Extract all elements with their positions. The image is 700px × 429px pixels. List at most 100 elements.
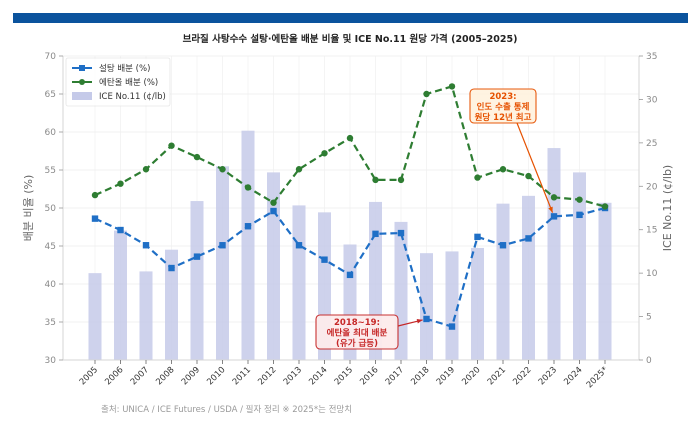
x-tick-label-2021: 2021: [486, 365, 508, 387]
sugar-point-2021: [499, 242, 507, 249]
ethanol-point-2020: [474, 174, 481, 181]
ethanol-point-2023: [550, 194, 558, 201]
left-tick-label: 50: [45, 204, 57, 214]
x-tick-label-2015: 2015: [333, 365, 355, 387]
annotation-text: (유가 급등): [336, 338, 378, 349]
x-tick-label-2024: 2024: [562, 365, 584, 387]
ethanol-point-2025*: [601, 203, 609, 210]
price-bar-2023: [547, 148, 561, 360]
right-tick-label: 20: [646, 182, 658, 192]
x-tick-label-2020: 2020: [460, 365, 482, 387]
annotation-text: 원당 12년 최고: [475, 112, 532, 123]
x-tick-label-2013: 2013: [282, 365, 304, 387]
price-bar-2021: [496, 203, 510, 360]
price-bar-2010: [216, 166, 229, 360]
legend-bar-swatch: [72, 92, 92, 100]
price-bar-2005: [88, 273, 102, 360]
price-bar-2013: [292, 205, 306, 360]
legend-circle-marker: [79, 79, 85, 85]
sugar-point-2012: [270, 207, 277, 215]
ethanol-point-2009: [193, 153, 201, 161]
ethanol-point-2014: [321, 150, 328, 157]
legend: 설탕 배분 (%) 에탄올 배분 (%) ICE No.11 (¢/lb): [65, 57, 171, 107]
annotation-2018: 2018~19:에탄올 최대 배분(유가 급등): [315, 314, 423, 350]
sugar-point-2007: [142, 242, 150, 249]
ethanol-point-2017: [397, 176, 405, 184]
annotation-text: 에탄올 최대 배분: [327, 328, 388, 339]
sugar-point-2016: [372, 230, 379, 238]
x-tick-label-2010: 2010: [205, 365, 227, 387]
x-tick-label-2005: 2005: [78, 365, 100, 387]
sugar-point-2008: [168, 264, 175, 272]
ethanol-point-2011: [244, 184, 252, 191]
x-tick-label-2006: 2006: [103, 365, 125, 387]
chart-title: 브라질 사탕수수 설탕·에탄올 배분 비율 및 ICE No.11 원당 가격 …: [182, 34, 518, 45]
sugar-point-2005: [91, 215, 99, 222]
x-tick-label-2022: 2022: [511, 365, 533, 387]
price-bar-2006: [114, 230, 127, 360]
sugar-point-2022: [525, 235, 532, 242]
annotation-box: [469, 88, 537, 124]
price-bar-2022: [522, 195, 535, 360]
price-bar-2020: [471, 247, 484, 360]
right-tick-label: 25: [646, 139, 657, 149]
left-tick-label: 45: [45, 242, 56, 252]
right-tick-label: 10: [646, 269, 658, 279]
x-tick-label-2014: 2014: [307, 365, 329, 387]
sugar-point-2024: [576, 211, 583, 219]
ethanol-point-2015: [346, 134, 354, 142]
ethanol-point-2022: [525, 172, 532, 180]
price-bar-2012: [267, 172, 280, 360]
left-tick-label: 65: [45, 90, 56, 100]
price-bar-2009: [190, 201, 204, 360]
sugar-point-2018: [423, 315, 430, 323]
price-bar-2008: [165, 249, 178, 360]
legend-label: 설탕 배분 (%): [99, 63, 150, 74]
right-tick-label: 30: [646, 95, 658, 105]
x-tick-label-2023: 2023: [537, 365, 559, 387]
sugar-point-2019: [448, 323, 456, 330]
annotation-text: 2018~19:: [334, 318, 380, 328]
sugar-point-2023: [550, 213, 558, 220]
left-tick-label: 35: [45, 318, 56, 328]
ethanol-point-2010: [219, 166, 226, 173]
ethanol-point-2007: [142, 166, 150, 173]
right-axis-title: ICE No.11 (¢/lb): [661, 165, 674, 251]
right-tick-label: 0: [646, 356, 652, 366]
left-tick-label: 70: [45, 52, 57, 62]
x-tick-label-2016: 2016: [358, 365, 380, 387]
legend-square-marker: [79, 65, 85, 71]
price-bar-2025*: [598, 202, 612, 360]
sugar-point-2017: [397, 229, 405, 237]
ethanol-point-2021: [499, 166, 507, 173]
x-tick-label-2011: 2011: [231, 365, 253, 387]
sugar-point-2020: [474, 233, 481, 241]
annotation-arrowhead: [416, 318, 423, 324]
ethanol-point-2005: [91, 191, 99, 199]
sugar-point-2014: [321, 256, 328, 263]
right-tick-label: 15: [646, 226, 657, 236]
price-bar-2018: [420, 253, 433, 360]
left-tick-label: 40: [45, 280, 57, 290]
price-bar-2024: [573, 172, 586, 360]
source-note: 출처: UNICA / ICE Futures / USDA / 필자 정리 ※…: [101, 405, 353, 415]
annotation-box: [315, 314, 399, 350]
ethanol-point-2018: [423, 90, 430, 98]
ethanol-point-2024: [576, 196, 583, 203]
header-banner: [13, 13, 688, 23]
sugar-point-2015: [346, 271, 354, 279]
sugar-point-2010: [219, 242, 226, 249]
left-tick-label: 55: [45, 166, 56, 176]
ethanol-point-2006: [117, 180, 124, 187]
legend-label: ICE No.11 (¢/lb): [99, 92, 166, 102]
x-tick-label-2017: 2017: [384, 365, 406, 387]
annotations: 2018~19:에탄올 최대 배분(유가 급등) 2023:인도 수출 통제원당 …: [315, 88, 554, 350]
annotation-text: 2023:: [489, 92, 516, 102]
ethanol-point-2012: [270, 199, 277, 206]
x-tick-label-2009: 2009: [180, 365, 202, 387]
left-axis-title: 배분 비율 (%): [22, 175, 35, 242]
price-bar-2007: [139, 271, 153, 360]
right-tick-label: 35: [646, 52, 657, 62]
